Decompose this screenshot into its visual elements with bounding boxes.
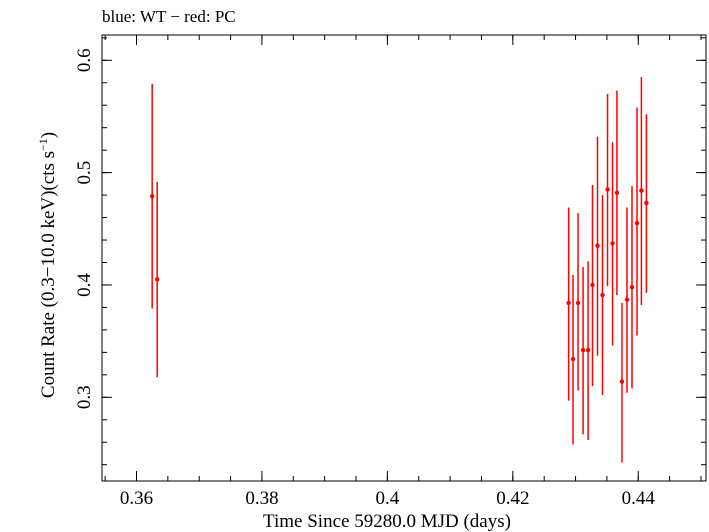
data-point — [570, 356, 576, 362]
data-point — [605, 187, 610, 192]
data-point — [580, 347, 586, 353]
x-tick-label: 0.38 — [245, 488, 278, 509]
data-point — [566, 300, 571, 306]
data-point — [154, 277, 160, 282]
data-point — [585, 347, 591, 353]
y-axis-label-close: ) — [38, 132, 59, 138]
y-tick-label: 0.4 — [74, 273, 95, 297]
data-point — [614, 190, 620, 196]
data-point — [149, 194, 155, 199]
data-point — [629, 285, 635, 290]
y-tick-label: 0.5 — [74, 161, 95, 185]
y-axis-label: Count Rate (0.3−10.0 keV)(cts s−1) — [36, 132, 59, 398]
data-point — [639, 188, 644, 193]
data-point — [575, 300, 581, 306]
x-tick-label: 0.4 — [376, 488, 400, 509]
chart-title: blue: WT − red: PC — [102, 7, 236, 26]
x-tick-label: 0.36 — [120, 488, 153, 509]
data-point — [600, 292, 605, 298]
data-point — [624, 297, 630, 302]
x-tick-label: 0.42 — [496, 488, 529, 509]
data-point — [619, 379, 625, 384]
data-point — [644, 200, 649, 206]
plot-frame — [101, 34, 707, 482]
y-tick-label: 0.6 — [74, 48, 95, 72]
axes: 0.36 0.38 0.4 0.42 0.44 0.3 0.4 0.5 0.6 — [74, 35, 706, 509]
y-tick-label: 0.3 — [74, 385, 95, 409]
y-axis-label-exponent: −1 — [36, 138, 50, 151]
x-axis-label: Time Since 59280.0 MJD (days) — [263, 511, 511, 532]
data-point — [590, 282, 595, 288]
data-point — [610, 241, 615, 246]
data-point — [634, 220, 640, 226]
x-tick-label: 0.44 — [622, 488, 656, 509]
data-points — [149, 77, 649, 463]
y-axis-label-main: Count Rate (0.3−10.0 keV)(cts s — [38, 151, 59, 398]
data-point — [595, 243, 600, 248]
